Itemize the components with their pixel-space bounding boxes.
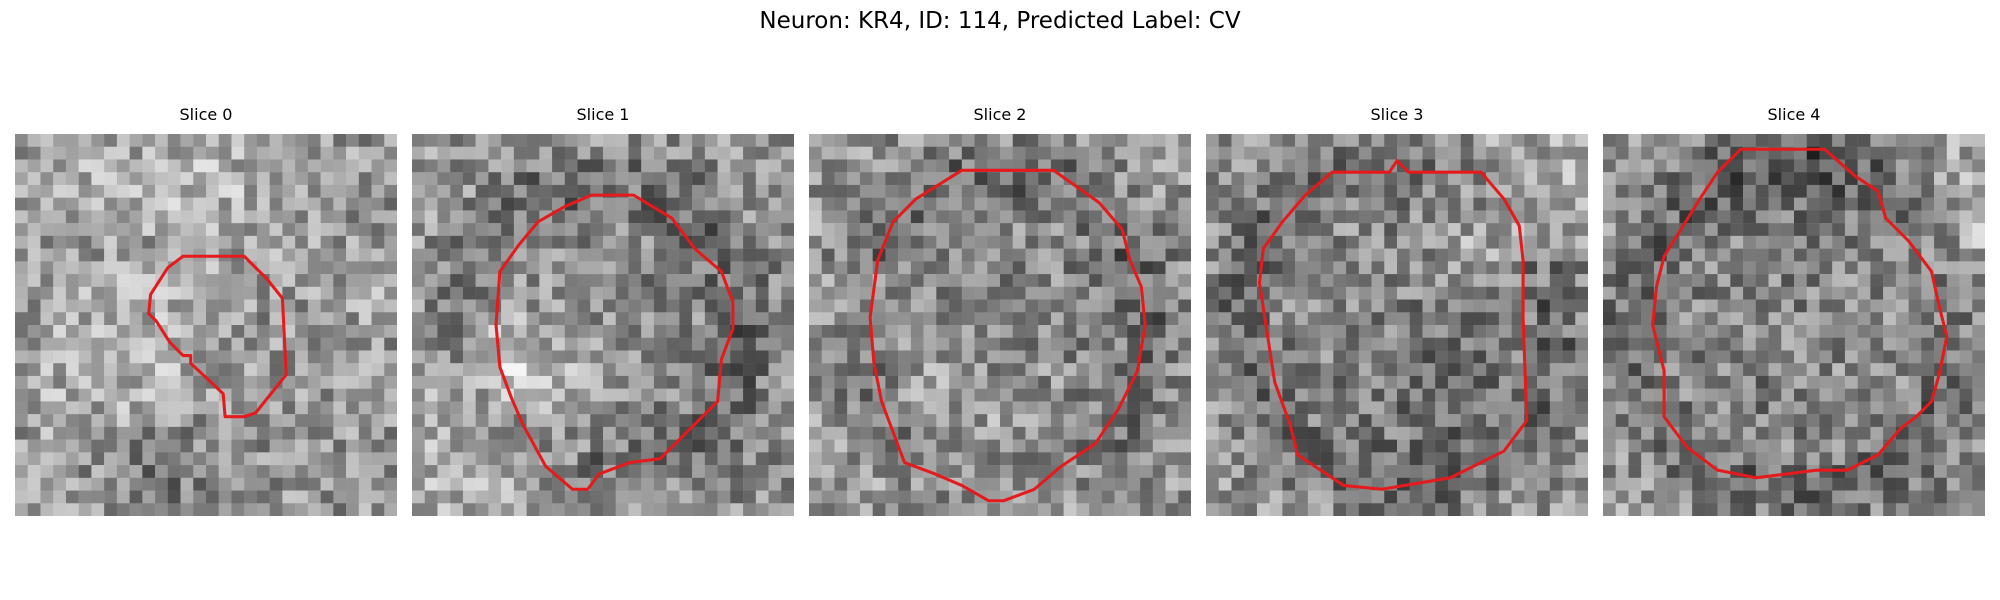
slice-image-1	[412, 134, 794, 516]
slice-image-3	[1206, 134, 1588, 516]
cell-contour-0	[147, 254, 288, 419]
pixel-grid-2	[809, 134, 1191, 516]
slice-title-3: Slice 3	[1370, 105, 1424, 124]
slice-title-0: Slice 0	[179, 105, 233, 124]
slice-image-0	[15, 134, 397, 516]
pixel-grid-0	[15, 134, 397, 516]
pixel-grid-4	[1603, 134, 1985, 516]
cell-contour-4	[1651, 147, 1949, 480]
slice-title-1: Slice 1	[576, 105, 630, 124]
slice-title-2: Slice 2	[973, 105, 1027, 124]
cell-contour-1	[494, 193, 735, 491]
slice-image-4	[1603, 134, 1985, 516]
pixel-grid-3	[1206, 134, 1588, 516]
figure-title: Neuron: KR4, ID: 114, Predicted Label: C…	[759, 8, 1241, 34]
cell-contour-2	[868, 168, 1147, 503]
cell-contour-3	[1257, 159, 1529, 491]
slice-title-4: Slice 4	[1767, 105, 1821, 124]
slice-image-2	[809, 134, 1191, 516]
pixel-grid-1	[412, 134, 794, 516]
